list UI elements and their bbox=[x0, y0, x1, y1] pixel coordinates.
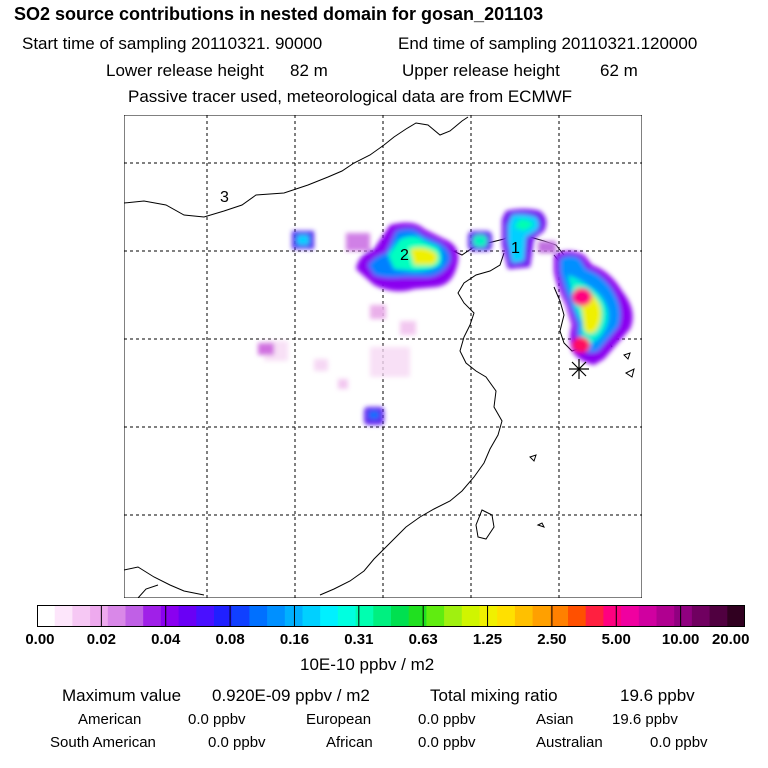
colorbar-swatch bbox=[691, 605, 711, 627]
colorbar-tick-label: 0.08 bbox=[215, 631, 245, 648]
colorbar-swatch bbox=[249, 605, 268, 627]
region-value: 0.0 ppbv bbox=[418, 711, 476, 728]
colorbar-swatch bbox=[461, 605, 481, 627]
colorbar-swatch bbox=[426, 605, 445, 627]
colorbar-swatch bbox=[160, 605, 180, 627]
tracer-note: Passive tracer used, meteorological data… bbox=[128, 87, 573, 106]
start-time-label: Start time of sampling 20110321. 90000 bbox=[22, 34, 323, 53]
lower-release-label: Lower release height bbox=[106, 61, 264, 80]
colorbar-swatch bbox=[178, 605, 197, 627]
colorbar-swatch bbox=[391, 605, 410, 627]
colorbar-swatch bbox=[267, 605, 286, 627]
max-value-label: Maximum value bbox=[62, 686, 182, 705]
colorbar-tick-label: 1.25 bbox=[472, 631, 503, 648]
region-value: 0.0 ppbv bbox=[208, 734, 266, 751]
colorbar-swatch bbox=[532, 605, 551, 627]
end-time-label: End time of sampling 20110321.120000 bbox=[398, 34, 698, 53]
colorbar-swatch bbox=[550, 605, 569, 627]
colorbar-swatch bbox=[727, 605, 745, 627]
colorbar-swatch bbox=[585, 605, 604, 627]
colorbar-swatch bbox=[603, 605, 622, 627]
colorbar-swatch bbox=[37, 605, 56, 627]
colorbar-swatch bbox=[479, 605, 498, 627]
region-name: South American bbox=[50, 734, 156, 751]
colorbar-tick-label: 0.04 bbox=[151, 631, 181, 648]
colorbar-swatch bbox=[90, 605, 109, 627]
colorbar-swatch bbox=[302, 605, 321, 627]
receptor-asterisk-marker bbox=[569, 359, 589, 379]
colorbar-swatch bbox=[196, 605, 215, 627]
colorbar-swatch bbox=[709, 605, 728, 627]
colorbar-swatch bbox=[320, 605, 339, 627]
lower-release-value: 82 m bbox=[290, 61, 328, 80]
map-title: SO2 source contributions in nested domai… bbox=[14, 4, 544, 24]
colorbar-swatch bbox=[638, 605, 658, 627]
colorbar-units: 10E-10 ppbv / m2 bbox=[300, 655, 435, 674]
total-mixing-value: 19.6 ppbv bbox=[620, 686, 695, 705]
region-name: European bbox=[306, 711, 372, 728]
colorbar-swatch bbox=[72, 605, 91, 627]
colorbar-swatch bbox=[125, 605, 144, 627]
region-label-1: 1 bbox=[511, 240, 520, 257]
colorbar-tick-label: 0.00 bbox=[25, 631, 55, 648]
region-value: 0.0 ppbv bbox=[188, 711, 246, 728]
colorbar-swatch bbox=[408, 605, 427, 627]
colorbar-swatch bbox=[373, 605, 392, 627]
upper-release-label: Upper release height bbox=[402, 61, 560, 80]
region-value: 19.6 ppbv bbox=[612, 711, 678, 728]
region-label-3: 3 bbox=[220, 189, 229, 206]
colorbar-swatch bbox=[514, 605, 534, 627]
colorbar-swatch bbox=[214, 605, 233, 627]
colorbar-tick-label: 0.02 bbox=[86, 631, 116, 648]
colorbar-tick-label: 2.50 bbox=[537, 631, 567, 648]
colorbar-tick-label: 0.31 bbox=[344, 631, 374, 648]
max-value: 0.920E-09 ppbv / m2 bbox=[212, 686, 370, 705]
colorbar-swatch bbox=[337, 605, 357, 627]
colorbar-swatch bbox=[656, 605, 675, 627]
colorbar-swatch bbox=[568, 605, 587, 627]
colorbar-swatch bbox=[231, 605, 250, 627]
colorbar-swatch bbox=[621, 605, 640, 627]
colorbar-swatch bbox=[444, 605, 463, 627]
region-value: 0.0 ppbv bbox=[650, 734, 708, 751]
plume-contours bbox=[258, 209, 633, 425]
colorbar-swatch bbox=[143, 605, 162, 627]
colorbar-tick-label: 10.00 bbox=[661, 631, 700, 648]
region-name: African bbox=[326, 734, 373, 751]
contribution-map: 3 2 1 bbox=[124, 115, 642, 598]
colorbar-tick-label: 20.00 bbox=[711, 631, 750, 648]
colorbar-swatch bbox=[355, 605, 374, 627]
colorbar-tick-label: 0.16 bbox=[279, 631, 310, 648]
region-value: 0.0 ppbv bbox=[418, 734, 476, 751]
colorbar-swatch bbox=[497, 605, 516, 627]
colorbar-swatch bbox=[284, 605, 304, 627]
colorbar bbox=[37, 605, 745, 627]
region-name: Asian bbox=[536, 711, 574, 728]
colorbar-tick-label: 0.63 bbox=[408, 631, 438, 648]
total-mixing-label: Total mixing ratio bbox=[430, 686, 558, 705]
colorbar-tick-label: 5.00 bbox=[601, 631, 631, 648]
region-name: American bbox=[78, 711, 142, 728]
region-name: Australian bbox=[536, 734, 603, 751]
region-label-2: 2 bbox=[400, 247, 409, 264]
upper-release-value: 62 m bbox=[600, 61, 638, 80]
colorbar-swatch bbox=[54, 605, 73, 627]
colorbar-swatch bbox=[107, 605, 127, 627]
colorbar-swatch bbox=[674, 605, 693, 627]
